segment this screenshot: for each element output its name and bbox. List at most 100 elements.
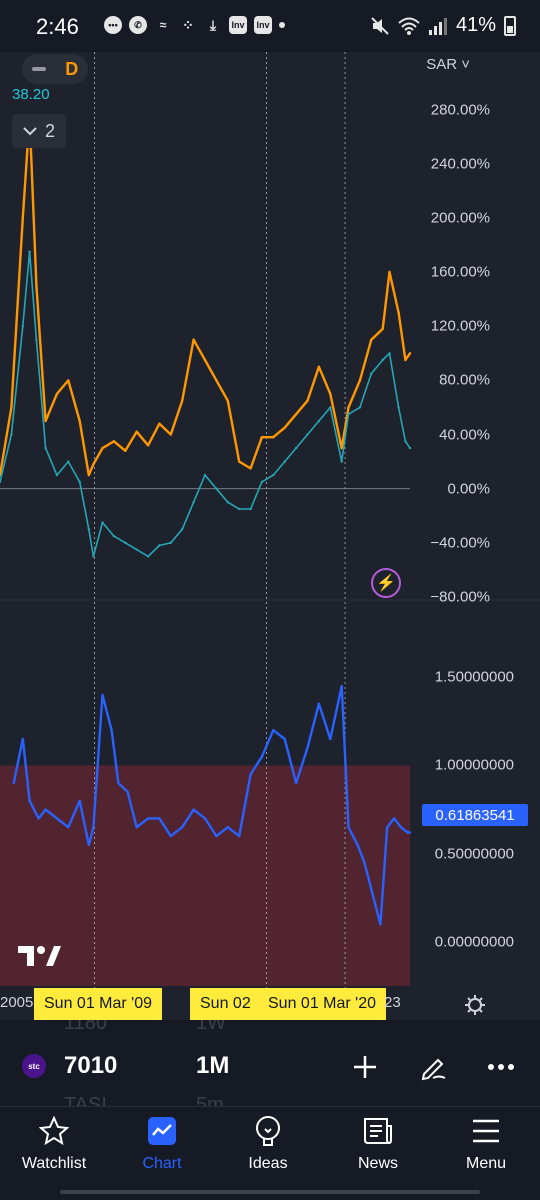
more-options-button[interactable] xyxy=(484,1050,518,1084)
data-point-p0-s1 xyxy=(169,541,172,544)
data-point-p0-s0 xyxy=(370,338,373,341)
symbol-interval[interactable]: 1M xyxy=(196,1052,230,1079)
whatsapp-icon: ✆ xyxy=(129,16,147,34)
news-icon xyxy=(362,1115,394,1147)
data-point-p0-s0 xyxy=(112,440,116,443)
data-point-p1-s0 xyxy=(28,799,31,802)
upper-axis-tick: 240.00% xyxy=(430,155,490,173)
ghost-symbol-prev: 1180 xyxy=(64,1020,108,1034)
chart-canvas[interactable] xyxy=(0,52,540,1020)
data-point-p1-s0 xyxy=(329,737,332,741)
data-point-p1-s0 xyxy=(101,693,104,697)
interval-label[interactable]: D xyxy=(65,58,79,79)
data-point-p0-s0 xyxy=(169,433,172,436)
nav-label-ideas: Ideas xyxy=(248,1155,288,1172)
data-point-p0-s0 xyxy=(226,399,229,402)
nav-watchlist[interactable]: Watchlist xyxy=(4,1115,104,1185)
collapse-legend-button[interactable]: 2 xyxy=(12,114,66,148)
upper-axis-tick: 0.00% xyxy=(447,480,490,498)
data-point-p0-s0 xyxy=(55,392,59,396)
nav-label-news: News xyxy=(357,1155,398,1172)
data-point-p0-s1 xyxy=(135,548,138,551)
upper-axis-tick: 160.00% xyxy=(430,263,490,281)
data-point-p0-s1 xyxy=(35,338,38,341)
data-point-p0-s0 xyxy=(404,358,407,362)
data-point-p0-s0 xyxy=(388,270,391,274)
data-point-p0-s1 xyxy=(55,473,59,477)
date-axis-end: 23 xyxy=(384,994,401,1011)
tradingview-logo xyxy=(18,946,61,966)
data-point-p0-s1 xyxy=(146,555,150,558)
data-point-p0-s1 xyxy=(124,541,127,544)
data-point-p0-s0 xyxy=(192,338,195,341)
data-point-p0-s0 xyxy=(397,311,400,314)
data-point-p0-s1 xyxy=(358,406,362,409)
symbol-toolbar: 1180 1W TASI 5m stc 7010 1M xyxy=(0,1020,540,1106)
data-point-p0-s0 xyxy=(283,426,286,429)
symbol-name[interactable]: 7010 xyxy=(64,1052,118,1079)
chevron-down-icon xyxy=(23,127,37,136)
currency-selector[interactable]: SAR ˅ xyxy=(426,56,470,73)
data-point-p1-s0 xyxy=(135,826,138,829)
symbol-logo[interactable]: stc xyxy=(22,1054,46,1078)
minus-icon[interactable] xyxy=(31,67,46,71)
upper-axis-tick: −40.00% xyxy=(430,534,490,552)
data-point-p0-s0 xyxy=(306,399,309,402)
data-point-p1-s0 xyxy=(158,817,161,820)
data-point-p1-s0 xyxy=(55,817,59,820)
nav-label-watchlist: Watchlist xyxy=(21,1155,87,1172)
data-point-p1-s0 xyxy=(110,729,113,732)
data-point-p0-s0 xyxy=(146,444,150,447)
data-point-p0-s1 xyxy=(381,358,384,362)
more-dots-icon xyxy=(488,1064,514,1070)
data-point-p1-s0 xyxy=(44,808,47,811)
data-point-p0-s1 xyxy=(158,544,161,547)
data-point-p1-s0 xyxy=(146,817,150,820)
gesture-bar[interactable] xyxy=(60,1190,480,1194)
chart-area[interactable]: D 38.20 2 SAR ˅ 280.00% 240.00% 200.00% 160… xyxy=(0,52,540,1020)
data-point-p1-s0 xyxy=(117,781,120,785)
nav-label-chart: Chart xyxy=(142,1155,182,1172)
data-point-p0-s1 xyxy=(78,480,81,484)
data-point-p0-s0 xyxy=(272,436,275,439)
data-point-p0-s1 xyxy=(112,534,116,538)
data-point-p0-s0 xyxy=(92,463,95,466)
data-point-p0-s1 xyxy=(329,406,332,409)
currency-label[interactable]: SAR xyxy=(426,56,458,73)
data-point-p1-s0 xyxy=(181,826,184,829)
lower-axis-tick: 1.50000000 xyxy=(434,668,514,686)
nav-ideas[interactable]: Ideas xyxy=(218,1115,318,1185)
upper-axis-tick: 200.00% xyxy=(430,209,490,227)
data-point-p0-s1 xyxy=(317,419,321,423)
data-point-p0-s1 xyxy=(370,372,373,375)
settings-gear-icon[interactable] xyxy=(464,994,486,1016)
data-point-p1-s0 xyxy=(370,887,373,891)
data-point-p1-s0 xyxy=(67,826,70,829)
battery-percent: 41% xyxy=(455,14,496,36)
data-point-p0-s1 xyxy=(28,250,31,253)
data-point-p0-s0 xyxy=(67,379,70,382)
wifi-icon xyxy=(398,17,420,35)
data-point-p0-s0 xyxy=(260,436,264,439)
data-point-p1-s0 xyxy=(283,737,286,741)
data-point-p1-s0 xyxy=(379,923,382,926)
add-button[interactable] xyxy=(348,1050,382,1084)
data-point-p0-s1 xyxy=(283,460,286,463)
nav-news[interactable]: News xyxy=(328,1115,428,1185)
lightning-icon[interactable]: ⚡ xyxy=(371,568,401,598)
upper-axis-tick: 120.00% xyxy=(430,317,490,335)
data-point-p1-s0 xyxy=(392,817,396,820)
upper-pane-background xyxy=(0,52,540,600)
download-icon: ⤓ xyxy=(209,16,217,33)
indicator-band-0 xyxy=(0,765,410,986)
apps-icon: ⁘ xyxy=(182,16,194,33)
nav-chart[interactable]: Chart xyxy=(112,1115,212,1185)
interval-selector[interactable]: D xyxy=(22,54,88,84)
ghost-interval-next: 5m xyxy=(196,1094,224,1106)
drawing-tools-button[interactable] xyxy=(416,1050,450,1084)
data-point-p0-s0 xyxy=(408,352,412,355)
data-point-p1-s0 xyxy=(87,843,91,847)
nav-menu[interactable]: Menu xyxy=(436,1115,536,1185)
data-point-p0-s0 xyxy=(340,446,343,450)
data-point-p0-s1 xyxy=(272,473,275,477)
